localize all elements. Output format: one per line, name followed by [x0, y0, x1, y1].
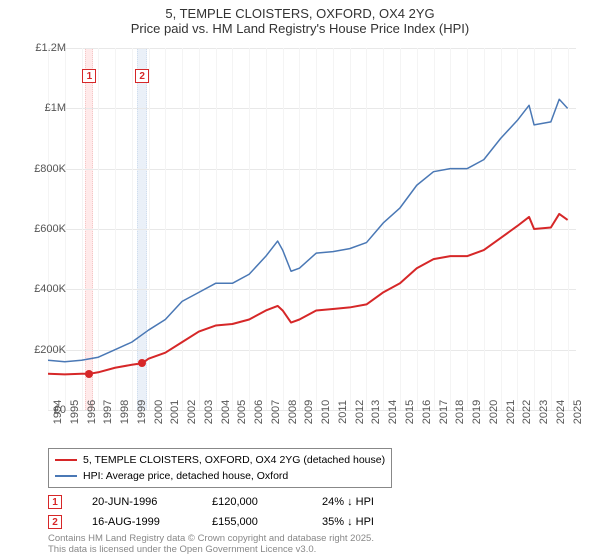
sale-price: £120,000 — [212, 496, 292, 508]
sale-delta-vs-hpi: 24% ↓ HPI — [322, 496, 402, 508]
sale-date: 20-JUN-1996 — [92, 496, 182, 508]
sale-marker-label: 2 — [135, 69, 149, 83]
x-axis-tick-label: 2005 — [236, 400, 248, 424]
x-axis-tick-label: 2000 — [153, 400, 165, 424]
x-axis-tick-label: 2004 — [220, 400, 232, 424]
x-axis-tick-label: 2006 — [253, 400, 265, 424]
chart-container: 5, TEMPLE CLOISTERS, OXFORD, OX4 2YG Pri… — [0, 0, 600, 560]
x-axis-tick-label: 2010 — [320, 400, 332, 424]
x-axis-tick-label: 2025 — [572, 400, 584, 424]
x-axis-tick-label: 2021 — [505, 400, 517, 424]
legend-swatch — [55, 459, 77, 461]
x-axis-tick-label: 2016 — [421, 400, 433, 424]
y-axis-tick-label: £1.2M — [35, 42, 66, 54]
y-axis-tick-label: £600K — [34, 223, 66, 235]
series-line — [48, 214, 568, 374]
series-line — [48, 99, 568, 361]
x-axis-tick-label: 2015 — [404, 400, 416, 424]
sale-record-row: 1 20-JUN-1996 £120,000 24% ↓ HPI — [48, 492, 402, 512]
x-axis-tick-label: 1994 — [52, 400, 64, 424]
sale-point-dot — [138, 359, 146, 367]
sale-point-dot — [85, 370, 93, 378]
sale-record-row: 2 16-AUG-1999 £155,000 35% ↓ HPI — [48, 512, 402, 532]
legend-item: HPI: Average price, detached house, Oxfo… — [55, 468, 385, 484]
footer-attribution: Contains HM Land Registry data © Crown c… — [48, 534, 374, 556]
sale-date: 16-AUG-1999 — [92, 516, 182, 528]
x-axis-tick-label: 1999 — [136, 400, 148, 424]
sale-price: £155,000 — [212, 516, 292, 528]
x-axis-tick-label: 2018 — [454, 400, 466, 424]
legend-label: HPI: Average price, detached house, Oxfo… — [83, 470, 288, 482]
footer-line-2: This data is licensed under the Open Gov… — [48, 545, 374, 556]
x-axis-tick-label: 2003 — [203, 400, 215, 424]
sales-table: 1 20-JUN-1996 £120,000 24% ↓ HPI 2 16-AUG-199… — [48, 492, 402, 532]
series-svg — [48, 48, 576, 410]
x-axis-tick-label: 2001 — [169, 400, 181, 424]
y-axis-tick-label: £400K — [34, 283, 66, 295]
x-axis-tick-label: 2024 — [555, 400, 567, 424]
x-axis-tick-label: 2019 — [471, 400, 483, 424]
x-axis-tick-label: 2011 — [337, 400, 349, 424]
sale-marker-label: 1 — [82, 69, 96, 83]
chart-subtitle: Price paid vs. HM Land Registry's House … — [0, 21, 600, 42]
legend-swatch — [55, 475, 77, 477]
x-axis-tick-label: 2002 — [186, 400, 198, 424]
chart-title: 5, TEMPLE CLOISTERS, OXFORD, OX4 2YG — [0, 0, 600, 21]
sale-marker-icon: 1 — [48, 495, 62, 509]
x-axis-tick-label: 2007 — [270, 400, 282, 424]
x-axis-tick-label: 1996 — [86, 400, 98, 424]
sale-delta-vs-hpi: 35% ↓ HPI — [322, 516, 402, 528]
legend-label: 5, TEMPLE CLOISTERS, OXFORD, OX4 2YG (de… — [83, 454, 385, 466]
x-axis-tick-label: 2020 — [488, 400, 500, 424]
y-axis-tick-label: £1M — [45, 102, 66, 114]
x-axis-tick-label: 2017 — [438, 400, 450, 424]
x-axis-tick-label: 1998 — [119, 400, 131, 424]
y-axis-tick-label: £800K — [34, 163, 66, 175]
x-axis-tick-label: 1997 — [102, 400, 114, 424]
x-axis-tick-label: 2012 — [354, 400, 366, 424]
x-axis-tick-label: 2014 — [387, 400, 399, 424]
sale-marker-icon: 2 — [48, 515, 62, 529]
y-axis-tick-label: £200K — [34, 344, 66, 356]
x-axis-tick-label: 2022 — [521, 400, 533, 424]
x-axis-tick-label: 2008 — [287, 400, 299, 424]
plot-area: 12 — [48, 48, 576, 410]
x-axis-tick-label: 2009 — [303, 400, 315, 424]
x-axis-tick-label: 1995 — [69, 400, 81, 424]
x-axis-tick-label: 2013 — [370, 400, 382, 424]
x-axis-tick-label: 2023 — [538, 400, 550, 424]
legend-item: 5, TEMPLE CLOISTERS, OXFORD, OX4 2YG (de… — [55, 452, 385, 468]
chart-legend: 5, TEMPLE CLOISTERS, OXFORD, OX4 2YG (de… — [48, 448, 392, 488]
